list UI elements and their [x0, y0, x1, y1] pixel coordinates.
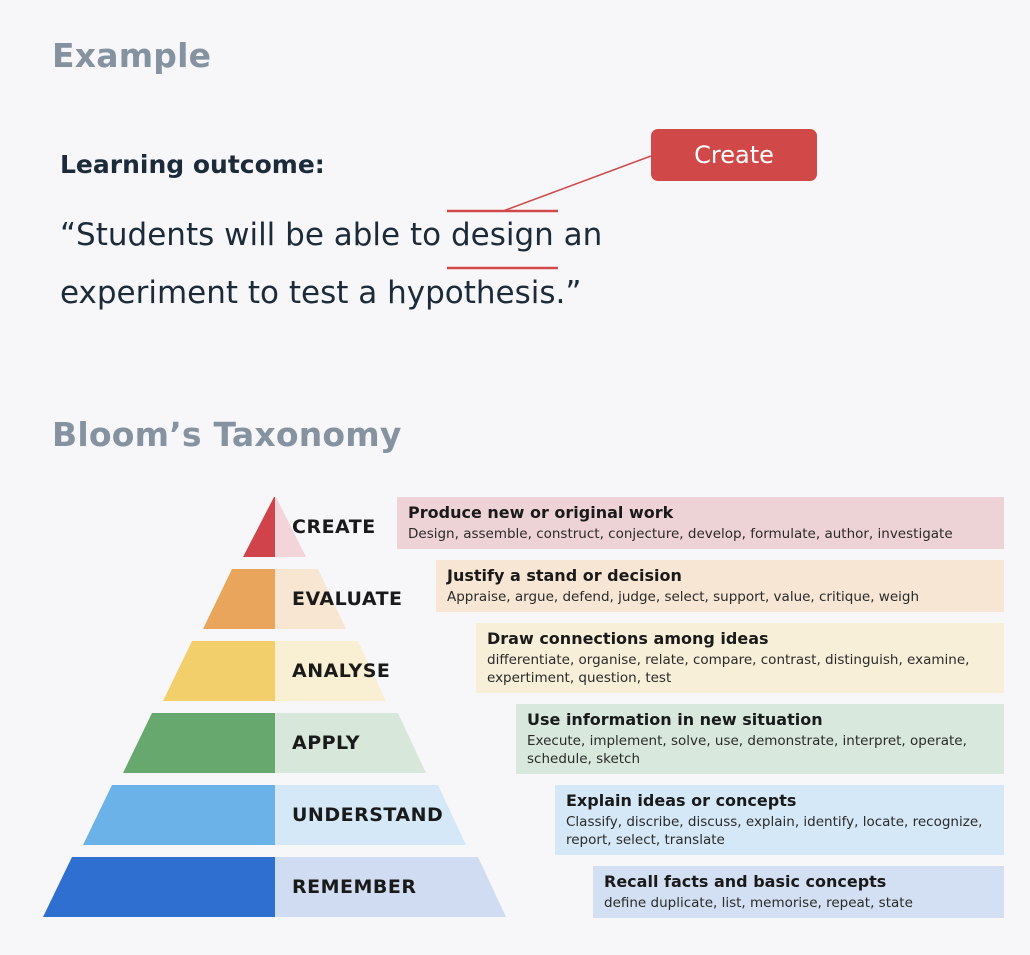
pyramid-remember-color-segment — [43, 857, 275, 917]
level-description-title: Produce new or original work — [408, 503, 674, 522]
outcome-quote-line1: “Students will be able to design an — [60, 217, 602, 253]
quote-text-before: “Students will be able to — [60, 217, 451, 253]
pyramid-apply-color-segment — [123, 713, 275, 773]
level-description-title: Explain ideas or concepts — [566, 791, 797, 810]
learning-outcome-label: Learning outcome: — [60, 150, 325, 179]
pyramid-evaluate-color-segment — [203, 569, 275, 629]
level-verbs: define duplicate, list, memorise, repeat… — [604, 895, 913, 911]
pyramid-analyse-color-segment — [163, 641, 275, 701]
pyramid-create-light-segment — [275, 497, 306, 557]
bloom-taxonomy-heading: Bloom’s Taxonomy — [52, 415, 402, 454]
level-description-title: Use information in new situation — [527, 710, 823, 729]
level-description-title: Recall facts and basic concepts — [604, 872, 887, 891]
pyramid-evaluate-light-segment — [275, 569, 346, 629]
level-verbs: differentiate, organise, relate, compare… — [487, 652, 970, 686]
level-description-box-evaluate: Justify a stand or decision Appraise, arg… — [436, 560, 1004, 612]
example-heading: Example — [52, 36, 212, 75]
level-verbs: Classify, discribe, discuss, explain, id… — [566, 814, 983, 848]
level-description-title: Justify a stand or decision — [447, 566, 682, 585]
callout-connector-line — [502, 155, 652, 212]
pyramid-create-color-segment — [243, 497, 275, 557]
level-label-apply: APPLY — [292, 732, 360, 754]
level-label-evaluate: EVALUATE — [292, 588, 403, 610]
pyramid-remember-light-segment — [275, 857, 506, 917]
outcome-quote-line2: experiment to test a hypothesis.” — [60, 275, 582, 311]
level-label-create: CREATE — [292, 516, 376, 538]
level-label-analyse: ANALYSE — [292, 660, 391, 682]
level-description-box-apply: Use information in new situation Execute,… — [516, 704, 1004, 774]
bloom-pyramid — [43, 497, 506, 917]
level-description-box-create: Produce new or original work Design, asse… — [397, 497, 1004, 549]
level-label-understand: UNDERSTAND — [292, 804, 444, 826]
create-callout-badge: Create — [651, 129, 817, 181]
level-verbs: Appraise, argue, defend, judge, select, … — [447, 589, 920, 605]
pyramid-analyse-light-segment — [275, 641, 386, 701]
pyramid-understand-color-segment — [83, 785, 275, 845]
level-label-remember: REMEMBER — [292, 876, 417, 898]
quote-text-after: an — [553, 217, 603, 253]
level-verbs: Execute, implement, solve, use, demonstr… — [527, 733, 967, 767]
level-description-title: Draw connections among ideas — [487, 629, 769, 648]
highlighted-verb: design — [450, 217, 554, 253]
level-description-box-analyse: Draw connections among ideas differentiat… — [476, 623, 1004, 693]
level-verbs: Design, assemble, construct, conjecture,… — [408, 526, 953, 542]
level-description-box-understand: Explain ideas or concepts Classify, discr… — [555, 785, 1004, 855]
level-description-box-remember: Recall facts and basic concepts define du… — [593, 866, 1004, 918]
pyramid-understand-light-segment — [275, 785, 466, 845]
pyramid-apply-light-segment — [275, 713, 426, 773]
